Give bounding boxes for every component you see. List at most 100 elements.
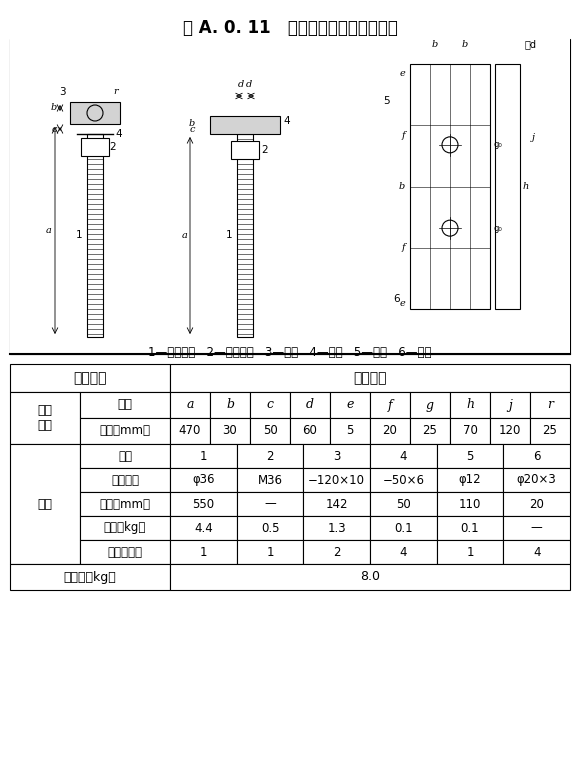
Text: 110: 110 xyxy=(459,498,481,511)
Bar xyxy=(437,468,503,492)
Text: f: f xyxy=(401,243,405,252)
Text: 470: 470 xyxy=(179,424,201,437)
Text: c: c xyxy=(190,125,195,133)
Bar xyxy=(170,540,237,564)
Text: 1: 1 xyxy=(75,231,82,241)
Text: 4.4: 4.4 xyxy=(194,522,213,535)
Bar xyxy=(330,418,370,444)
Bar xyxy=(10,444,80,564)
Bar xyxy=(450,392,490,418)
Text: d: d xyxy=(246,80,252,89)
Bar xyxy=(250,392,290,418)
Bar xyxy=(70,102,120,124)
Text: 1—调节螺杆   2—调节扳手   3—盖板   4—肋板   5—销轴   6—肋环: 1—调节螺杆 2—调节扳手 3—盖板 4—肋板 5—销轴 6—肋环 xyxy=(148,346,432,359)
Text: 20: 20 xyxy=(383,424,397,437)
Text: 4: 4 xyxy=(283,116,289,126)
Bar xyxy=(170,418,210,444)
Bar xyxy=(170,492,237,516)
Text: 截面规格: 截面规格 xyxy=(111,474,139,487)
Text: 60: 60 xyxy=(303,424,317,437)
Text: 0.1: 0.1 xyxy=(461,522,479,535)
Bar xyxy=(81,138,109,156)
Text: 重量（kg）: 重量（kg） xyxy=(104,522,146,535)
Text: j: j xyxy=(532,133,535,142)
Text: 编号: 编号 xyxy=(118,450,132,463)
Bar xyxy=(210,418,250,444)
Text: 几何
尺寸: 几何 尺寸 xyxy=(38,404,53,432)
Bar xyxy=(80,418,170,444)
Bar xyxy=(237,134,253,337)
Text: 2: 2 xyxy=(266,450,274,463)
Text: b: b xyxy=(432,40,438,49)
Text: 50: 50 xyxy=(396,498,411,511)
Bar xyxy=(330,392,370,418)
Text: 2: 2 xyxy=(109,142,115,152)
Text: 6: 6 xyxy=(533,450,541,463)
Text: b: b xyxy=(462,40,468,49)
Text: r: r xyxy=(547,399,553,412)
Bar xyxy=(437,444,503,468)
Text: j: j xyxy=(508,399,512,412)
Text: 尺寸（mm）: 尺寸（mm） xyxy=(100,498,150,511)
Text: 5: 5 xyxy=(346,424,354,437)
Text: b: b xyxy=(226,399,234,412)
Text: r: r xyxy=(113,87,118,97)
Text: M36: M36 xyxy=(258,474,282,487)
Bar xyxy=(10,364,170,392)
Bar xyxy=(80,516,170,540)
Bar xyxy=(80,392,170,418)
Bar xyxy=(80,540,170,564)
Bar xyxy=(503,468,570,492)
Text: 70: 70 xyxy=(463,424,477,437)
Bar xyxy=(495,64,520,309)
Bar xyxy=(370,492,437,516)
Text: —: — xyxy=(264,498,276,511)
Text: 表 A. 0. 11   顶部托撑几何尺寸及规格: 表 A. 0. 11 顶部托撑几何尺寸及规格 xyxy=(183,19,397,37)
Bar xyxy=(370,444,437,468)
Text: 总重量（kg）: 总重量（kg） xyxy=(64,570,117,584)
Text: g₀: g₀ xyxy=(493,224,502,233)
Text: 5: 5 xyxy=(466,450,474,463)
Text: h: h xyxy=(523,182,529,191)
Text: 1: 1 xyxy=(200,450,207,463)
Text: φ20×3: φ20×3 xyxy=(517,474,557,487)
Text: c: c xyxy=(266,399,274,412)
Bar xyxy=(170,516,237,540)
Bar xyxy=(290,392,330,418)
Bar xyxy=(490,392,530,418)
Text: 4: 4 xyxy=(400,450,407,463)
Bar xyxy=(370,540,437,564)
Bar xyxy=(170,444,237,468)
Text: 20: 20 xyxy=(529,498,544,511)
Text: 3: 3 xyxy=(333,450,340,463)
Text: b: b xyxy=(51,104,57,112)
Text: 孔d: 孔d xyxy=(525,39,537,49)
Text: φ36: φ36 xyxy=(192,474,215,487)
Bar xyxy=(370,468,437,492)
Bar xyxy=(370,516,437,540)
Text: 25: 25 xyxy=(542,424,557,437)
Text: 1.3: 1.3 xyxy=(327,522,346,535)
Text: 2: 2 xyxy=(261,145,267,155)
Text: a: a xyxy=(46,226,52,235)
Bar xyxy=(410,392,450,418)
Text: 尺寸（mm）: 尺寸（mm） xyxy=(100,424,150,437)
Bar xyxy=(80,492,170,516)
Text: f: f xyxy=(387,399,392,412)
Bar xyxy=(170,364,570,392)
Bar xyxy=(210,116,280,134)
Bar xyxy=(237,540,303,564)
Bar xyxy=(503,492,570,516)
Bar xyxy=(10,39,570,354)
Text: d: d xyxy=(306,399,314,412)
Text: b: b xyxy=(188,119,195,128)
Text: 1: 1 xyxy=(266,546,274,559)
Text: 550: 550 xyxy=(193,498,215,511)
Text: 4: 4 xyxy=(115,129,122,139)
Bar xyxy=(370,392,410,418)
Text: a: a xyxy=(182,231,188,240)
Text: 数量（个）: 数量（个） xyxy=(107,546,143,559)
Bar xyxy=(303,540,370,564)
Bar xyxy=(210,392,250,418)
Text: −50×6: −50×6 xyxy=(382,474,425,487)
